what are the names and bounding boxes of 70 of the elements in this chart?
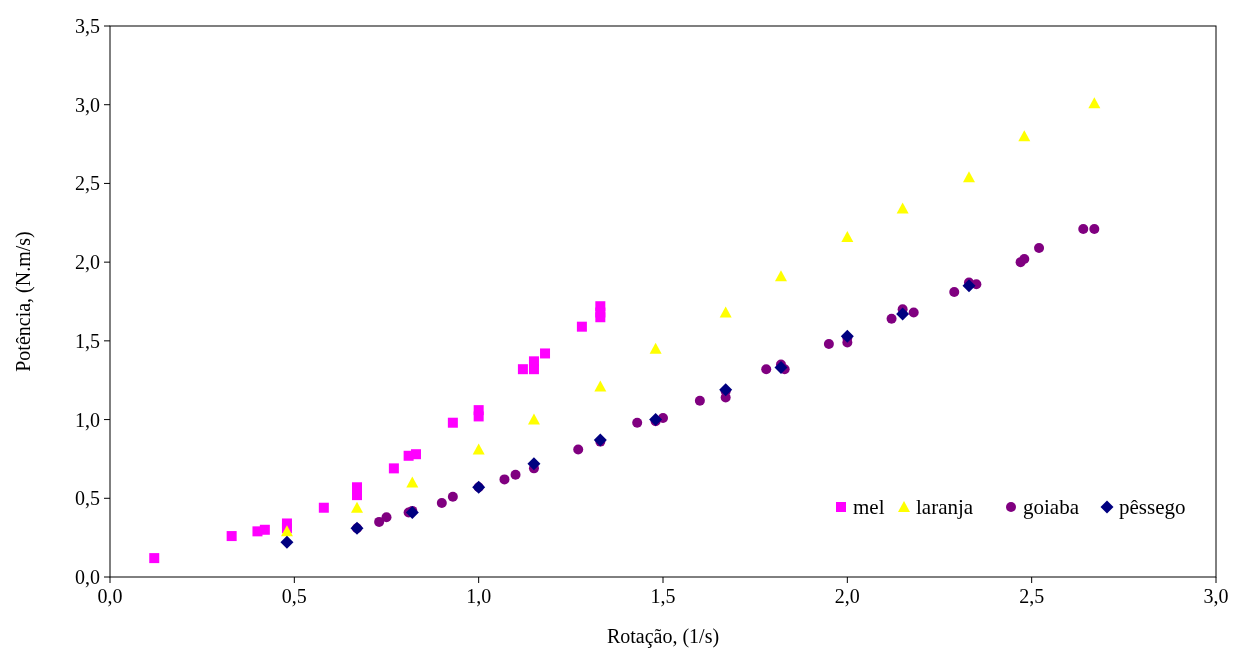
point (510, 469, 521, 480)
y-tick-label: 2,5 (75, 172, 100, 195)
point (576, 321, 587, 332)
point (280, 535, 294, 549)
x-tick-label: 1,0 (466, 585, 492, 607)
point (259, 524, 270, 535)
point (436, 498, 447, 509)
point (447, 417, 458, 428)
point (774, 361, 788, 375)
point (649, 342, 662, 354)
x-tick-label: 3,0 (1203, 585, 1229, 607)
y-tick-label: 3,0 (75, 93, 100, 116)
point (528, 364, 539, 375)
point (517, 364, 528, 375)
legend-label: laranja (916, 495, 974, 519)
point (149, 553, 160, 564)
point (632, 417, 643, 428)
point (896, 307, 910, 321)
y-tick-label: 0,5 (75, 487, 100, 510)
point (527, 413, 540, 425)
y-tick-label: 3,5 (75, 15, 100, 37)
point (318, 502, 329, 513)
y-axis-title: Potência, (N.m/s) (12, 231, 35, 372)
point (351, 501, 364, 513)
point (573, 444, 584, 455)
x-tick-label: 0,5 (281, 585, 307, 607)
point (962, 171, 975, 183)
point (949, 287, 960, 298)
point (381, 512, 392, 523)
y-tick-label: 0,0 (75, 566, 100, 588)
legend-label: goiaba (1023, 495, 1080, 519)
legend-label: mel (853, 495, 885, 519)
point (388, 463, 399, 474)
point (823, 339, 834, 350)
x-tick-label: 2,0 (834, 585, 860, 607)
x-tick-label: 1,5 (650, 585, 676, 607)
point (410, 449, 421, 460)
point (374, 516, 385, 527)
x-tick-label: 0,0 (97, 585, 123, 607)
y-tick-label: 1,5 (75, 329, 100, 352)
point (774, 270, 787, 282)
point (594, 380, 607, 392)
point (761, 364, 772, 375)
y-tick-label: 2,0 (75, 251, 100, 274)
point (1019, 253, 1030, 264)
legend-label: pêssego (1119, 495, 1186, 519)
point (908, 307, 919, 318)
x-axis-title: Rotação, (1/s) (606, 625, 720, 648)
point (406, 476, 419, 488)
point (447, 491, 458, 502)
point (719, 306, 732, 318)
point (1018, 130, 1031, 142)
point (595, 312, 606, 323)
point (694, 395, 705, 406)
point (527, 457, 541, 471)
point (1034, 242, 1045, 253)
point (1089, 224, 1100, 235)
point (841, 230, 854, 242)
point (1078, 224, 1089, 235)
x-tick-label: 2,5 (1019, 585, 1045, 607)
point (1088, 97, 1101, 109)
point (896, 202, 909, 214)
y-tick-label: 1,0 (75, 408, 100, 431)
point (886, 313, 897, 324)
point (540, 348, 551, 359)
point (962, 279, 976, 293)
point (499, 474, 510, 485)
point (472, 443, 485, 455)
point (226, 531, 237, 542)
point (473, 411, 484, 422)
